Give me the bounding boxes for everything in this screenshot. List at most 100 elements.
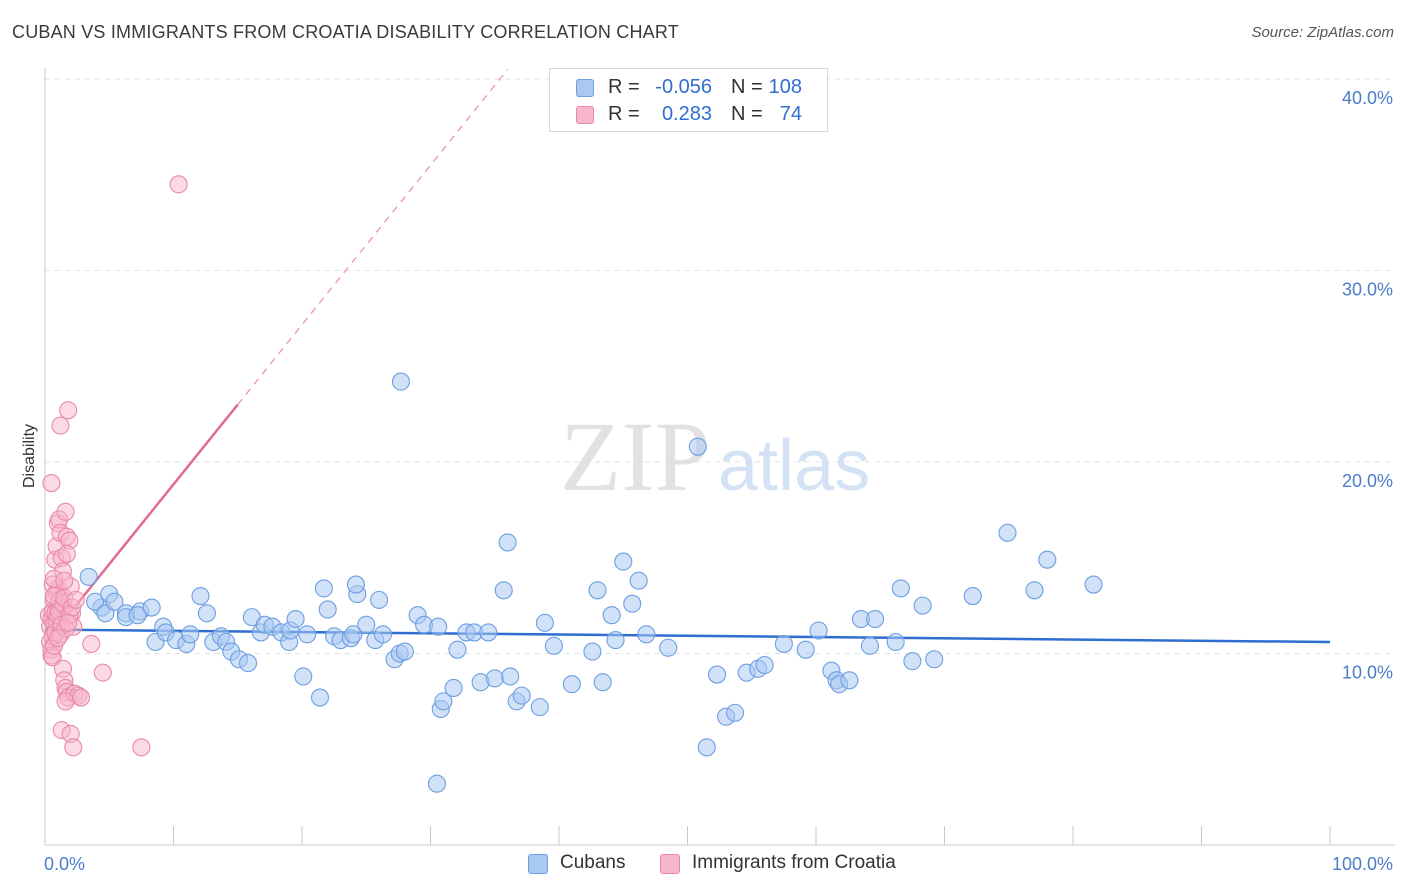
series-swatch-croatia bbox=[660, 854, 680, 874]
cubans-point bbox=[588, 581, 607, 600]
croatia-trend-extension bbox=[237, 69, 509, 405]
cubans-point bbox=[659, 638, 678, 657]
y-tick-label: 40.0% bbox=[1342, 88, 1393, 108]
legend-n-value: 74 bbox=[779, 103, 802, 125]
x-tick-label: 0.0% bbox=[44, 854, 85, 874]
cubans-point bbox=[494, 581, 513, 600]
cubans-point bbox=[444, 678, 463, 698]
cubans-point bbox=[535, 613, 554, 632]
cubans-trend-line bbox=[44, 628, 1331, 644]
croatia-point bbox=[51, 416, 70, 435]
series-swatch-cubans bbox=[528, 854, 548, 874]
cubans-point bbox=[105, 592, 124, 611]
cubans-point bbox=[286, 609, 305, 629]
watermark-zip: ZIP bbox=[560, 401, 710, 512]
legend-r-label: R = bbox=[608, 103, 640, 125]
legend-r-value: 0.283 bbox=[661, 103, 712, 125]
cubans-point bbox=[891, 579, 910, 598]
cubans-point bbox=[197, 604, 216, 623]
cubans-point bbox=[1038, 550, 1057, 569]
croatia-point bbox=[66, 590, 85, 609]
watermark-atlas: atlas bbox=[718, 426, 870, 506]
cubans-point bbox=[370, 590, 389, 609]
cubans-point bbox=[925, 650, 944, 669]
croatia-points bbox=[39, 175, 188, 757]
legend-swatch-croatia bbox=[576, 106, 594, 124]
cubans-point bbox=[498, 533, 517, 552]
axes bbox=[44, 68, 1395, 846]
chart-title: CUBAN VS IMMIGRANTS FROM CROATIA DISABIL… bbox=[12, 22, 679, 42]
cubans-point bbox=[530, 698, 549, 717]
croatia-point bbox=[71, 688, 91, 707]
y-tick-label: 20.0% bbox=[1342, 471, 1393, 491]
cubans-point bbox=[294, 667, 313, 686]
cubans-point bbox=[373, 625, 393, 644]
cubans-point bbox=[434, 692, 453, 711]
cubans-point bbox=[298, 625, 317, 644]
cubans-point bbox=[512, 686, 531, 705]
cubans-point bbox=[755, 655, 774, 675]
croatia-point bbox=[82, 634, 101, 653]
cubans-point bbox=[128, 606, 147, 625]
cubans-point bbox=[725, 703, 745, 722]
cubans-point bbox=[796, 640, 815, 659]
cubans-point bbox=[544, 636, 563, 655]
cubans-point bbox=[629, 571, 648, 590]
cubans-point bbox=[606, 631, 625, 650]
cubans-point bbox=[427, 774, 446, 793]
cubans-point bbox=[357, 615, 376, 634]
x-tick-label: 100.0% bbox=[1332, 854, 1393, 874]
croatia-point bbox=[56, 692, 75, 711]
croatia-point bbox=[42, 474, 61, 493]
croatia-point bbox=[64, 738, 83, 757]
cubans-point bbox=[637, 625, 656, 644]
cubans-point bbox=[1084, 575, 1103, 594]
legend-n-label: N = bbox=[731, 103, 763, 125]
cubans-point bbox=[395, 642, 414, 661]
cubans-point bbox=[697, 738, 716, 757]
cubans-point bbox=[998, 523, 1017, 542]
legend-r-value: -0.056 bbox=[655, 76, 712, 98]
cubans-point bbox=[774, 634, 793, 653]
cubans-point bbox=[602, 606, 621, 625]
croatia-point bbox=[132, 738, 151, 757]
correlation-legend: R = -0.056 N = 108 R = 0.283 N = 74 bbox=[549, 68, 828, 132]
series-label-cubans: Cubans bbox=[560, 852, 626, 873]
cubans-point bbox=[963, 586, 982, 606]
legend-n-label: N = bbox=[731, 76, 763, 98]
cubans-point bbox=[310, 688, 330, 707]
cubans-point bbox=[79, 567, 98, 586]
y-tick-label: 10.0% bbox=[1342, 663, 1393, 683]
cubans-point bbox=[191, 586, 210, 606]
cubans-point bbox=[623, 594, 642, 613]
cubans-point bbox=[86, 592, 105, 611]
croatia-point bbox=[55, 571, 74, 590]
croatia-point bbox=[57, 544, 76, 563]
cubans-point bbox=[314, 579, 333, 598]
cubans-point bbox=[501, 667, 520, 686]
cubans-point bbox=[238, 654, 258, 673]
cubans-point bbox=[344, 625, 363, 644]
grid-lines bbox=[45, 78, 1395, 654]
cubans-point bbox=[142, 598, 161, 617]
cubans-point bbox=[448, 640, 467, 659]
cubans-point bbox=[562, 675, 581, 694]
legend-r-label: R = bbox=[608, 76, 640, 98]
cubans-point bbox=[614, 552, 633, 571]
cubans-point bbox=[688, 437, 707, 456]
croatia-point bbox=[56, 502, 75, 521]
cubans-point bbox=[391, 372, 410, 391]
croatia-point bbox=[169, 175, 188, 194]
cubans-point bbox=[860, 636, 880, 655]
cubans-point bbox=[840, 671, 859, 690]
cubans-point bbox=[485, 669, 504, 688]
legend-row-cubans: R = -0.056 N = 108 bbox=[550, 75, 827, 101]
cubans-point bbox=[181, 625, 200, 644]
legend-n-value: 108 bbox=[768, 76, 802, 98]
y-tick-label: 30.0% bbox=[1342, 280, 1393, 300]
cubans-point bbox=[583, 642, 602, 661]
trend-lines bbox=[44, 69, 1331, 645]
croatia-point bbox=[59, 613, 78, 632]
cubans-point bbox=[708, 665, 727, 684]
croatia-point bbox=[59, 401, 78, 420]
